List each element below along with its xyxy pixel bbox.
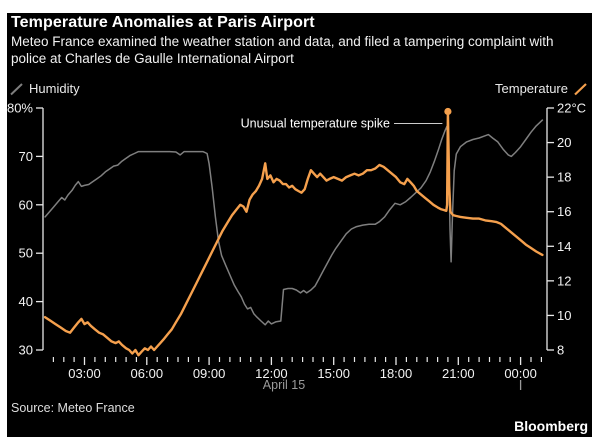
x-axis-tick-label: 18:00 [380, 366, 413, 381]
page-title: Temperature Anomalies at Paris Airport [11, 14, 315, 31]
humidity-line [44, 119, 544, 326]
x-axis-tick-label: 03:00 [68, 366, 101, 381]
temperature-line [43, 110, 544, 357]
humidity-line-icon [10, 82, 23, 95]
source-attribution: Source: Meteo France [11, 401, 135, 415]
x-axis-tick-label: 06:00 [131, 366, 164, 381]
right-axis-tick-label: 12 [557, 273, 571, 288]
x-axis-tick-label: 12:00 [255, 366, 288, 381]
temperature-line-icon [574, 82, 587, 95]
x-axis-tick-label: 00:00 [504, 366, 537, 381]
left-axis-tick-label: 70 [19, 149, 33, 164]
x-axis-tick-label: 15:00 [317, 366, 350, 381]
right-axis-tick-label: 8 [557, 343, 564, 358]
page-subtitle: Meteo France examined the weather statio… [11, 34, 554, 66]
chart-background [7, 13, 592, 437]
annotation-text: Unusual temperature spike [241, 117, 390, 131]
spike-marker-dot [444, 107, 452, 116]
legend-temperature-label: Temperature [495, 81, 568, 96]
legend-humidity: Humidity [10, 81, 80, 96]
left-axis-tick-label: 80% [7, 101, 33, 116]
right-axis-tick-label: 18 [557, 170, 571, 185]
right-axis-tick-label: 20 [557, 135, 571, 150]
right-axis-tick-label: 14 [557, 239, 571, 254]
left-axis-tick-label: 30 [19, 343, 33, 358]
left-axis-tick-label: 50 [19, 246, 33, 261]
left-axis-tick-label: 60 [19, 197, 33, 212]
x-axis-date-label: April 15 [263, 378, 305, 392]
right-axis-tick-label: 22°C [557, 101, 586, 116]
bloomberg-logo: Bloomberg [514, 418, 588, 434]
right-axis-tick-label: 10 [557, 308, 571, 323]
x-axis-tick-label: 21:00 [442, 366, 475, 381]
legend-temperature: Temperature [495, 81, 587, 96]
left-axis-tick-label: 40 [19, 294, 33, 309]
right-axis-tick-label: 16 [557, 204, 571, 219]
x-axis-tick-label: 09:00 [193, 366, 226, 381]
legend-humidity-label: Humidity [29, 81, 80, 96]
